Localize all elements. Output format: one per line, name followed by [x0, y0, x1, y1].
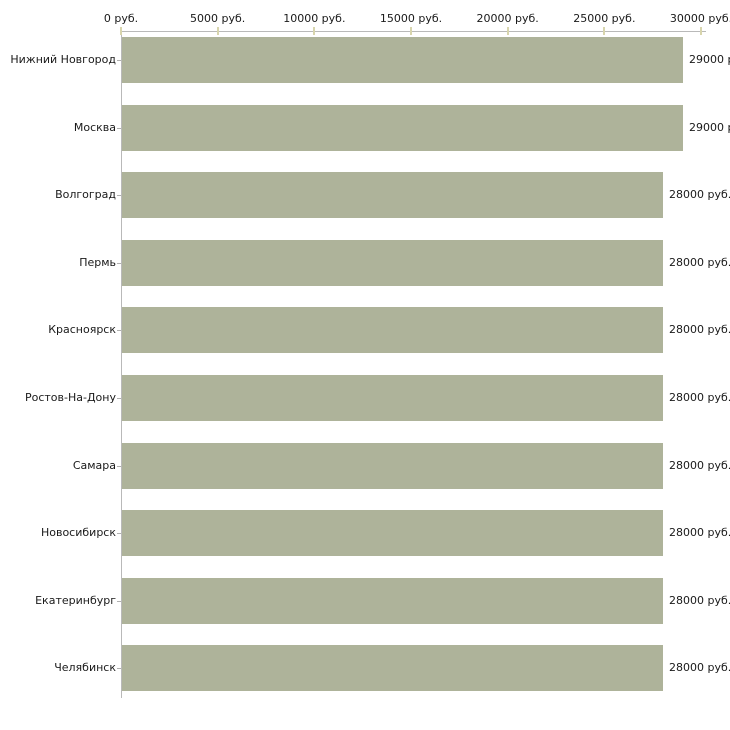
value-label: 28000 руб.: [669, 188, 730, 201]
x-axis-line: [121, 31, 706, 32]
category-label: Москва: [73, 121, 116, 134]
bar: [122, 442, 663, 489]
x-axis-tick: [216, 27, 219, 35]
x-axis-tick: [700, 27, 702, 35]
category-label: Нижний Новгород: [10, 53, 116, 66]
value-label: 28000 руб.: [669, 391, 730, 404]
value-label: 28000 руб.: [669, 256, 730, 269]
x-axis-tick-label: 5000 руб.: [190, 12, 246, 25]
bar: [122, 375, 663, 421]
x-axis-tick-label: 10000 руб.: [283, 12, 346, 25]
bar: [122, 645, 663, 692]
x-axis-tick-label: 20000 руб.: [476, 12, 539, 25]
value-label: 28000 руб.: [669, 526, 730, 539]
y-axis-tick: [117, 533, 121, 534]
category-label: Челябинск: [54, 661, 116, 674]
y-axis-tick: [117, 466, 121, 467]
x-axis-tick: [603, 27, 606, 35]
category-label: Волгоград: [55, 188, 116, 201]
category-label: Екатеринбург: [35, 594, 116, 607]
category-label: Новосибирск: [40, 526, 116, 539]
bar: [122, 307, 663, 354]
value-label: 28000 руб.: [669, 594, 730, 607]
value-label: 28000 руб.: [669, 459, 730, 472]
category-label: Самара: [72, 459, 116, 472]
category-label: Пермь: [79, 256, 116, 269]
y-axis-tick: [117, 263, 121, 264]
y-axis-tick: [117, 128, 121, 129]
bar: [122, 577, 663, 624]
x-axis-tick: [506, 27, 509, 35]
x-axis-tick: [120, 27, 122, 35]
y-axis-tick: [117, 398, 121, 399]
x-axis-tick-label: 15000 руб.: [379, 12, 443, 25]
bar: [122, 239, 663, 286]
value-label: 29000 руб.: [689, 53, 730, 66]
y-axis-tick: [117, 330, 121, 331]
bar: [122, 104, 683, 151]
x-axis-tick-label: 30000 руб.: [669, 12, 730, 25]
x-axis-tick: [410, 27, 412, 35]
y-axis-tick: [117, 668, 121, 669]
bar: [122, 510, 663, 557]
y-axis-tick: [117, 195, 121, 196]
x-axis-tick-label: 25000 руб.: [573, 12, 636, 25]
bar: [122, 172, 663, 219]
y-axis-line: [121, 31, 122, 699]
value-label: 29000 руб.: [689, 121, 730, 134]
y-axis-tick: [117, 60, 121, 61]
category-label: Красноярск: [48, 323, 116, 336]
value-label: 28000 руб.: [669, 661, 730, 674]
category-label: Ростов-На-Дону: [24, 391, 116, 404]
value-label: 28000 руб.: [669, 323, 730, 336]
bar: [122, 37, 683, 83]
y-axis-tick: [117, 601, 121, 602]
x-axis-tick-label: 0 руб.: [103, 12, 139, 25]
x-axis-tick: [313, 27, 316, 35]
